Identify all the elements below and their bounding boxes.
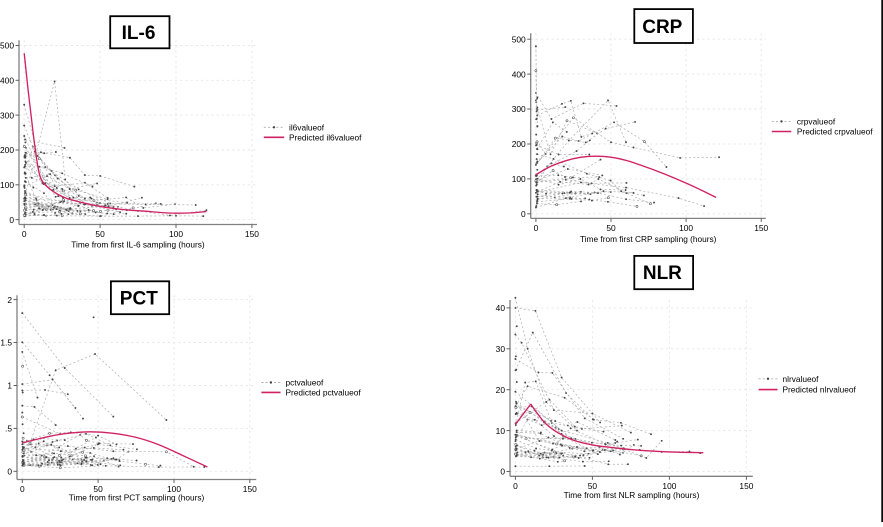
svg-text:200: 200 — [0, 145, 14, 155]
svg-text:Time from first CRP sampling (: Time from first CRP sampling (hours) — [580, 234, 717, 244]
svg-text:150: 150 — [245, 229, 259, 239]
svg-text:10: 10 — [496, 426, 506, 436]
svg-text:100: 100 — [679, 223, 693, 233]
svg-text:400: 400 — [0, 76, 14, 86]
svg-text:CRP: CRP — [642, 17, 682, 38]
svg-text:0: 0 — [9, 215, 14, 225]
svg-text:50: 50 — [606, 223, 616, 233]
svg-text:100: 100 — [662, 481, 676, 491]
svg-text:400: 400 — [512, 69, 526, 79]
svg-text:300: 300 — [512, 104, 526, 114]
svg-text:crpvalueof: crpvalueof — [797, 117, 836, 127]
svg-text:Time from first PCT sampling (: Time from first PCT sampling (hours) — [69, 493, 205, 503]
svg-text:0: 0 — [20, 484, 25, 494]
svg-text:1: 1 — [7, 381, 12, 391]
svg-text:100: 100 — [512, 174, 526, 184]
svg-text:0: 0 — [534, 223, 539, 233]
svg-text:NLR: NLR — [643, 263, 682, 284]
svg-text:100: 100 — [0, 180, 14, 190]
svg-text:200: 200 — [512, 139, 526, 149]
svg-text:0: 0 — [513, 481, 518, 491]
svg-text:0: 0 — [22, 229, 27, 239]
svg-text:40: 40 — [496, 303, 506, 313]
svg-text:pctvalueof: pctvalueof — [286, 378, 325, 388]
svg-text:150: 150 — [243, 484, 257, 494]
svg-text:Time from first NLR sampling (: Time from first NLR sampling (hours) — [564, 490, 700, 500]
svg-text:il6valueof: il6valueof — [289, 122, 325, 132]
svg-text:Time from first IL-6 sampling: Time from first IL-6 sampling (hours) — [71, 240, 205, 250]
svg-text:nlrvalueof: nlrvalueof — [783, 374, 820, 384]
svg-text:0: 0 — [7, 467, 12, 477]
svg-text:50: 50 — [95, 229, 105, 239]
svg-text:.5: .5 — [5, 424, 12, 434]
svg-text:100: 100 — [167, 484, 181, 494]
svg-text:0: 0 — [521, 209, 526, 219]
svg-text:20: 20 — [496, 385, 506, 395]
svg-text:Predicted il6valueof: Predicted il6valueof — [289, 132, 362, 142]
svg-text:500: 500 — [0, 41, 14, 51]
svg-text:150: 150 — [739, 481, 753, 491]
svg-text:50: 50 — [588, 481, 598, 491]
svg-text:50: 50 — [93, 484, 103, 494]
svg-text:500: 500 — [512, 34, 526, 44]
svg-text:1.5: 1.5 — [0, 338, 12, 348]
svg-text:PCT: PCT — [120, 288, 158, 309]
svg-text:30: 30 — [496, 344, 506, 354]
svg-text:Predicted crpvalueof: Predicted crpvalueof — [797, 127, 873, 137]
svg-text:Predicted nlrvalueof: Predicted nlrvalueof — [783, 385, 857, 395]
svg-text:Predicted pctvalueof: Predicted pctvalueof — [286, 388, 362, 398]
svg-text:IL-6: IL-6 — [122, 23, 156, 44]
svg-text:150: 150 — [754, 223, 768, 233]
svg-text:100: 100 — [169, 229, 183, 239]
svg-text:0: 0 — [500, 467, 505, 477]
svg-text:300: 300 — [0, 110, 14, 120]
svg-text:2: 2 — [7, 295, 12, 305]
